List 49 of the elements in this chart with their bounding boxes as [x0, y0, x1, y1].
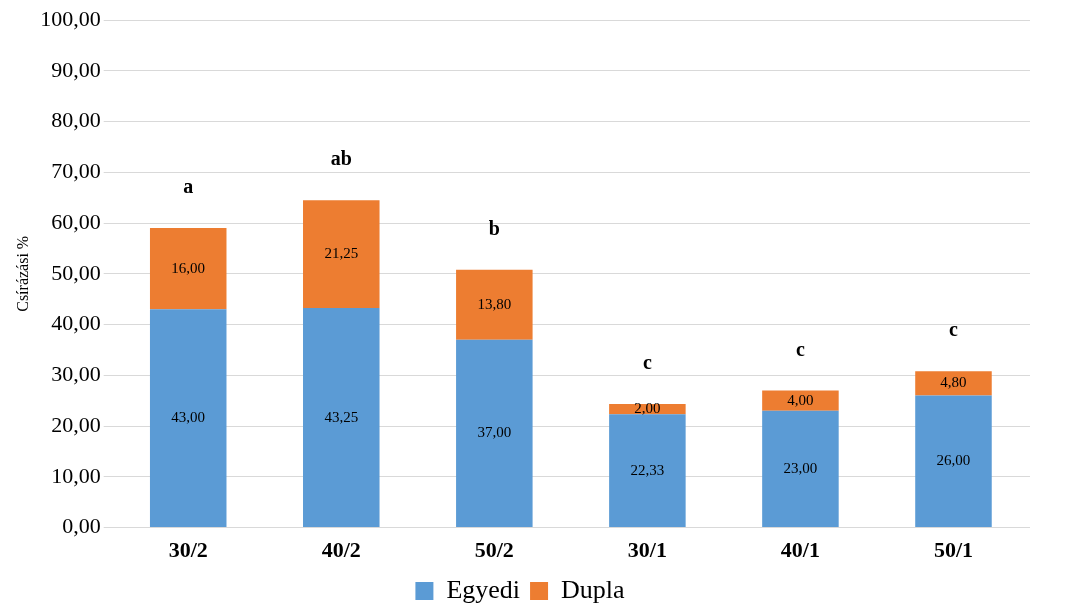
- y-tick-label: 30,00: [51, 361, 101, 387]
- annotation: a: [183, 175, 194, 198]
- annotation: c: [642, 351, 652, 374]
- bar: [609, 414, 686, 528]
- bar: [456, 339, 533, 528]
- data-label: 26,00: [936, 452, 971, 469]
- data-label: 21,25: [324, 245, 359, 262]
- data-label: 4,00: [787, 391, 814, 408]
- x-tick-label: 30/2: [168, 537, 208, 563]
- y-tick-label: 80,00: [51, 107, 101, 133]
- annotation: c: [795, 337, 805, 360]
- bar: [915, 395, 992, 528]
- x-tick-label: 40/1: [780, 537, 820, 563]
- x-tick-label: 50/2: [474, 537, 514, 563]
- data-label: 13,80: [477, 295, 512, 312]
- y-tick-label: 0,00: [62, 513, 101, 539]
- legend-label: Egyedi: [446, 574, 521, 604]
- bar: [149, 228, 227, 310]
- bar: [149, 309, 227, 528]
- data-label: 16,00: [171, 259, 206, 276]
- y-axis-title: Csírázási %: [13, 235, 31, 312]
- data-label: 37,00: [477, 424, 512, 441]
- bar: [456, 269, 533, 340]
- y-tick-label: 90,00: [51, 56, 101, 82]
- data-label: 43,25: [324, 408, 359, 425]
- data-label: 43,00: [171, 409, 206, 426]
- annotation: b: [488, 216, 500, 239]
- annotation: c: [949, 318, 959, 341]
- annotation: ab: [330, 147, 352, 170]
- y-tick-label: 20,00: [51, 411, 101, 437]
- y-tick-label: 60,00: [51, 208, 101, 234]
- y-tick-label: 70,00: [51, 158, 101, 184]
- bar: [303, 200, 380, 309]
- y-tick-label: 40,00: [51, 310, 101, 336]
- y-tick-label: 50,00: [51, 259, 101, 285]
- x-tick-label: 50/1: [933, 537, 974, 563]
- bar: [915, 371, 992, 396]
- data-label: 4,80: [940, 374, 967, 391]
- bar: [762, 410, 839, 528]
- legend-label: Dupla: [561, 574, 626, 604]
- y-tick-label: 100,00: [40, 5, 101, 31]
- x-tick-label: 40/2: [321, 537, 361, 563]
- data-label: 2,00: [634, 400, 661, 417]
- data-label: 23,00: [783, 459, 818, 476]
- data-label: 22,33: [630, 461, 665, 478]
- bar: [762, 390, 839, 411]
- y-tick-label: 10,00: [51, 462, 101, 488]
- bar: [303, 308, 380, 528]
- x-tick-label: 30/1: [627, 537, 667, 563]
